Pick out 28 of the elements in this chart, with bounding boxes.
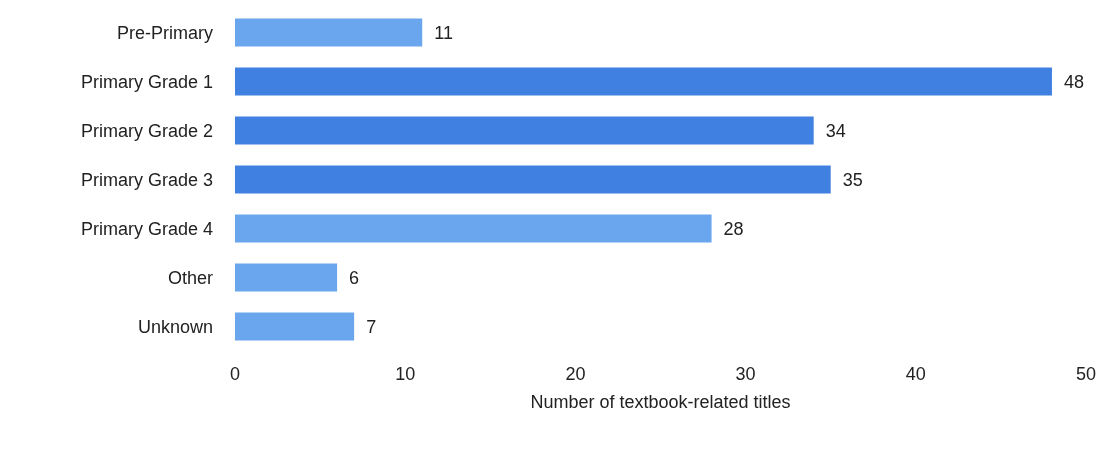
x-tick-label: 0	[229, 364, 241, 384]
x-tick-label: 40	[905, 364, 926, 384]
data-label: 28	[723, 218, 744, 239]
bar	[235, 67, 1052, 96]
y-tick-label: Primary Grade 4	[80, 218, 213, 239]
data-label: 48	[1063, 71, 1084, 92]
bar	[235, 165, 831, 194]
bar	[235, 18, 423, 47]
data-label: 35	[842, 169, 863, 190]
y-tick-label: Primary Grade 3	[80, 169, 213, 190]
y-tick-label: Other	[167, 267, 213, 288]
bar	[235, 312, 355, 341]
y-tick-label: Unknown	[137, 316, 213, 337]
y-tick-label: Pre-Primary	[116, 22, 213, 43]
data-label: 7	[366, 316, 377, 337]
bar	[235, 116, 814, 145]
bar	[235, 214, 712, 243]
x-tick-label: 50	[1075, 364, 1097, 384]
x-axis-title: Number of textbook-related titles	[530, 392, 791, 412]
x-tick-label: 30	[735, 364, 756, 384]
data-label: 34	[825, 120, 846, 141]
data-label: 11	[434, 22, 453, 43]
x-tick-label: 20	[565, 364, 586, 384]
data-label: 6	[349, 267, 360, 288]
y-tick-label: Primary Grade 2	[80, 120, 213, 141]
x-tick-label: 10	[395, 364, 416, 384]
y-tick-label: Primary Grade 1	[80, 71, 213, 92]
bar	[235, 263, 338, 292]
